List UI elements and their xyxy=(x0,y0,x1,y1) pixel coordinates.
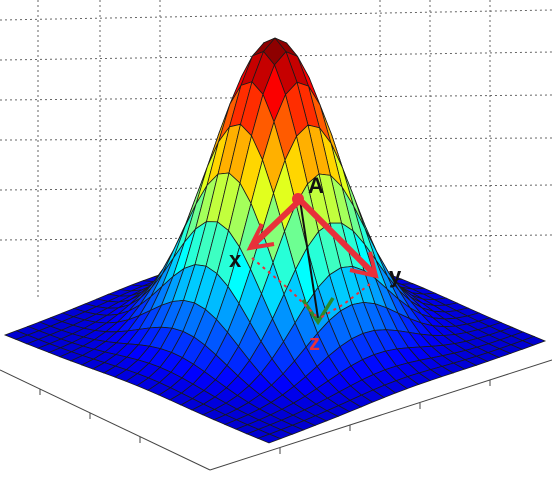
z-axis-label: z xyxy=(309,330,320,355)
y-axis-label: y xyxy=(389,263,402,288)
point-a-label: A xyxy=(308,173,324,198)
x-arrowhead-icon xyxy=(246,223,275,251)
surface-cell xyxy=(256,433,282,444)
z-arrowhead-icon xyxy=(301,297,335,326)
floor-ticks xyxy=(39,380,491,454)
floor-box xyxy=(0,359,552,471)
point-a-marker xyxy=(292,193,304,205)
x-z-dotted-link xyxy=(251,257,317,317)
coordinate-frame: A x y z xyxy=(229,173,402,355)
y-axis-arrow xyxy=(297,197,375,275)
x-axis-arrow xyxy=(249,197,303,249)
z-axis-arrow xyxy=(299,199,319,319)
x-axis-label: x xyxy=(229,247,242,272)
y-z-dotted-link xyxy=(319,283,371,319)
y-arrowhead-icon xyxy=(349,251,379,279)
